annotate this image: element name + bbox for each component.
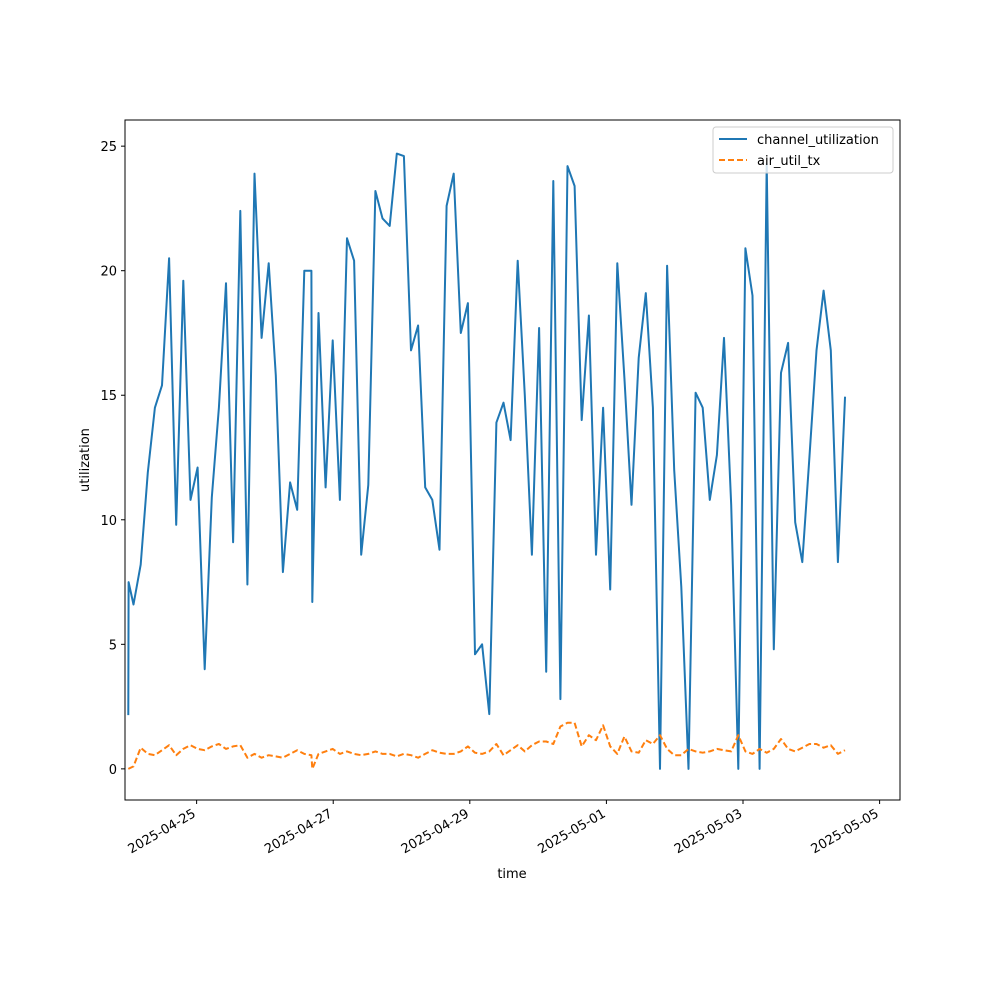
y-tick-label: 20 — [100, 265, 117, 280]
plot-area — [124, 119, 901, 801]
y-tick-label: 0 — [109, 763, 117, 778]
legend: channel_utilization air_util_tx — [712, 126, 894, 174]
y-tick-label: 5 — [109, 638, 117, 653]
y-axis: 0 5 10 15 20 25 — [100, 140, 125, 778]
y-axis-label: utilization — [78, 428, 93, 492]
series-line-air-util-tx — [127, 721, 846, 770]
y-tick-label: 10 — [100, 514, 117, 529]
series-layer — [127, 152, 847, 770]
y-tick-label: 15 — [100, 389, 117, 404]
legend-label-air-util-tx: air_util_tx — [757, 154, 821, 169]
axes-frame — [124, 119, 901, 801]
legend-label-channel-utilization: channel_utilization — [757, 133, 879, 148]
y-tick-label: 25 — [100, 140, 117, 155]
x-axis-label: time — [497, 867, 526, 882]
series-line-channel-utilization — [127, 152, 847, 770]
legend-box — [712, 126, 894, 174]
